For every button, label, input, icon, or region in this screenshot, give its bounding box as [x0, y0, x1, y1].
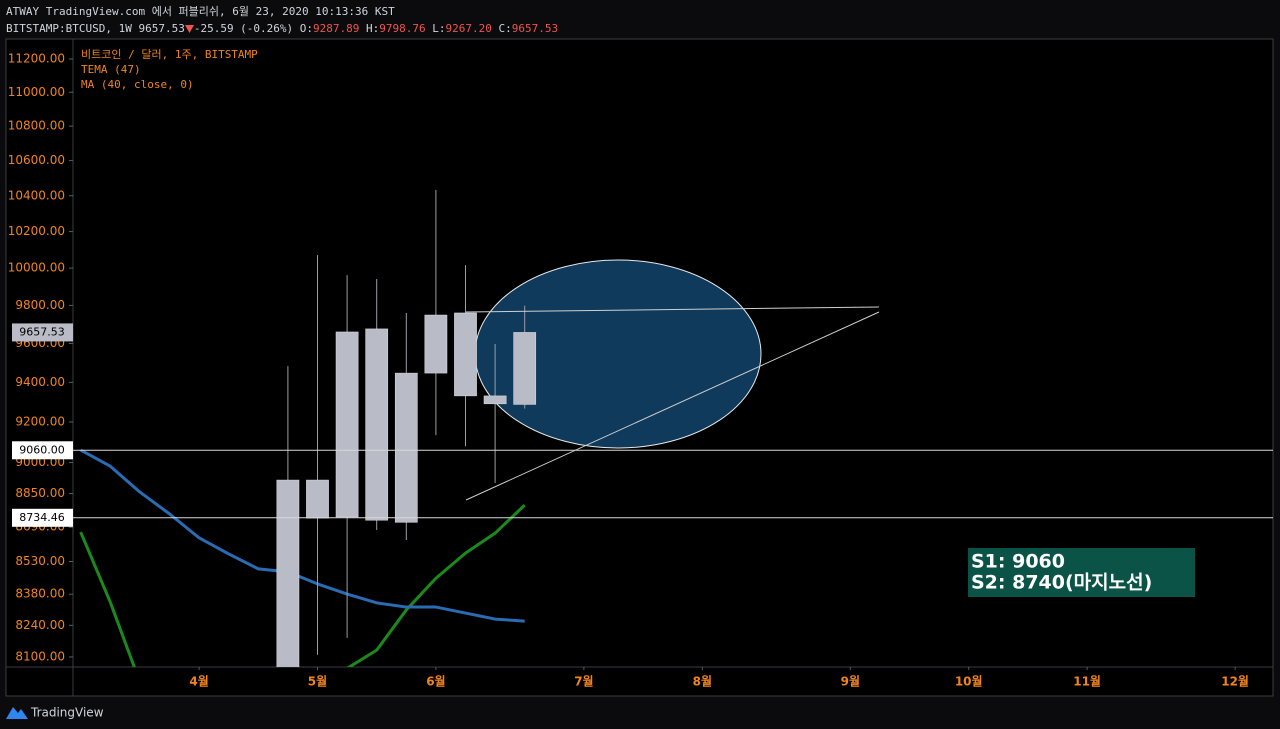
trend-line — [465, 311, 880, 501]
change: -25.59 (-0.26%) — [193, 22, 294, 35]
y-tick-label: 10000.00 — [8, 261, 65, 275]
price-badge-label: 9657.53 — [19, 325, 65, 338]
h-value: 9798.76 — [379, 22, 426, 35]
symbol: BITSTAMP:BTCUSD, 1W — [6, 22, 132, 35]
l-label: L: — [432, 22, 446, 35]
axes: 11200.00 11000.00 10800.00 10600.00 10400.00… — [8, 52, 1249, 689]
y-tick-label: 9400.00 — [15, 375, 65, 389]
y-tick-label: 11200.00 — [8, 52, 65, 66]
y-tick-label: 9800.00 — [15, 298, 65, 312]
footer-logo — [6, 707, 28, 719]
trend-line — [465, 306, 880, 313]
annotation: S1: 9060 — [971, 551, 1065, 573]
x-tick-label: 9월 — [841, 674, 860, 689]
y-tick-label: 8380.00 — [15, 587, 65, 601]
candle-body — [424, 314, 448, 374]
x-tick-label: 7월 — [574, 674, 593, 689]
y-tick-label: 8530.00 — [15, 554, 65, 568]
x-tick-label: 6월 — [426, 674, 445, 689]
y-tick-label: 8100.00 — [15, 649, 65, 663]
legend-entry: MA (40, close, 0) — [81, 78, 194, 91]
x-tick-label: 11월 — [1073, 674, 1101, 689]
down-arrow — [184, 24, 194, 33]
footer-brand: TradingView — [30, 706, 104, 720]
y-tick-label: 8850.00 — [15, 486, 65, 500]
level-badge — [12, 441, 73, 460]
l-value: 9267.20 — [445, 22, 492, 35]
level-label: 8734.46 — [19, 511, 65, 524]
y-tick-label: 10400.00 — [8, 188, 65, 202]
y-tick-label: 10600.00 — [8, 153, 65, 167]
candle-body — [454, 312, 477, 397]
candle-body — [365, 328, 389, 521]
candle-body — [394, 372, 418, 523]
c-value: 9657.53 — [511, 22, 559, 35]
candle-body — [306, 479, 329, 519]
drawings — [465, 306, 880, 501]
indicator-line — [79, 448, 525, 623]
level-badge — [12, 508, 73, 527]
legend-entry: TEMA (47) — [81, 63, 141, 76]
x-tick-label: 12월 — [1221, 674, 1249, 689]
header: ATWAY TradingView.com 에서 퍼블리쉬, 6월 23, 20… — [6, 3, 558, 37]
y-tick-label: 9200.00 — [15, 414, 65, 428]
x-tick-label: 4월 — [189, 674, 208, 689]
level-label: 9060.00 — [19, 443, 65, 456]
candle-body — [276, 479, 300, 667]
y-tick-label: 11000.00 — [8, 85, 65, 99]
y-tick-label: 10200.00 — [8, 224, 65, 238]
price-badge — [12, 323, 73, 342]
candle-body — [335, 331, 359, 518]
candle-body — [513, 332, 537, 405]
x-tick-label: 5월 — [308, 674, 327, 689]
last-price: 9657.53 — [138, 22, 185, 35]
annotation-box — [968, 548, 1195, 597]
x-tick-label: 8월 — [693, 674, 712, 689]
legend-title: 비트코인 / 달러, 1주, BITSTAMP — [81, 48, 258, 61]
h-label: H: — [366, 22, 380, 35]
marks — [73, 189, 1273, 667]
annotation: S2: 8740(마지노선) — [971, 572, 1152, 594]
publish-info: ATWAY TradingView.com 에서 퍼블리쉬, 6월 23, 20… — [6, 5, 395, 18]
y-tick-label: 8240.00 — [15, 618, 65, 632]
y-tick-label: 10800.00 — [8, 119, 65, 133]
o-value: 9287.89 — [313, 22, 360, 35]
indicator-line — [79, 503, 526, 667]
x-tick-label: 10월 — [955, 674, 983, 689]
candle-body — [483, 395, 507, 405]
c-label: C: — [498, 22, 512, 35]
o-label: O: — [299, 22, 314, 35]
